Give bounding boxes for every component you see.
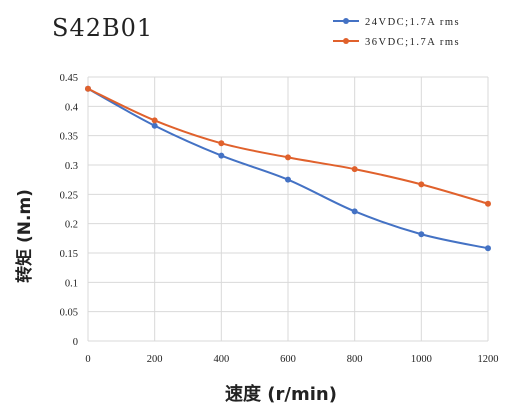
series-2-point bbox=[418, 181, 425, 188]
legend-swatch-marker bbox=[343, 18, 349, 24]
series-1-point bbox=[285, 176, 291, 183]
legend: 24VDC;1.7A rms 36VDC;1.7A rms bbox=[333, 17, 460, 48]
x-axis-ticks: 0 200 400 600 800 1000 1200 bbox=[85, 354, 498, 365]
series-2-point bbox=[485, 200, 491, 207]
y-tick-label: 0 bbox=[73, 337, 78, 348]
series-2-point bbox=[218, 140, 225, 147]
x-tick-label: 1000 bbox=[411, 354, 432, 365]
series-2-point bbox=[85, 85, 91, 92]
legend-label: 24VDC;1.7A rms bbox=[365, 17, 460, 28]
y-tick-label: 0.4 bbox=[65, 102, 79, 113]
y-tick-label: 0.25 bbox=[60, 190, 78, 201]
series-1-point bbox=[351, 208, 358, 215]
series-layer bbox=[85, 85, 491, 252]
series-2-point bbox=[285, 154, 291, 161]
y-axis-label: 转矩 (N.m) bbox=[14, 189, 35, 283]
y-tick-label: 0.35 bbox=[60, 132, 78, 143]
chart-title: S42B01 bbox=[52, 14, 153, 42]
y-axis-label-text: 转矩 (N.m) bbox=[14, 189, 35, 283]
series-2-point bbox=[151, 117, 158, 124]
y-tick-label: 0.05 bbox=[60, 308, 78, 319]
y-axis-ticks: 0 0.05 0.1 0.15 0.2 0.25 0.3 0.35 0.4 0.45 bbox=[60, 73, 79, 348]
x-tick-label: 800 bbox=[347, 354, 363, 365]
x-tick-label: 0 bbox=[85, 354, 90, 365]
y-tick-label: 0.1 bbox=[65, 278, 78, 289]
series-1-point bbox=[218, 152, 225, 159]
series-1-point bbox=[418, 231, 425, 238]
x-tick-label: 600 bbox=[280, 354, 296, 365]
x-tick-label: 1200 bbox=[478, 354, 499, 365]
x-tick-label: 400 bbox=[213, 354, 229, 365]
y-tick-label: 0.15 bbox=[60, 249, 78, 260]
series-1-point bbox=[151, 122, 158, 129]
legend-label: 36VDC;1.7A rms bbox=[365, 37, 460, 48]
legend-swatch-marker bbox=[343, 38, 349, 44]
grid bbox=[87, 76, 489, 342]
y-tick-label: 0.3 bbox=[65, 161, 78, 172]
series-1-point bbox=[485, 245, 491, 252]
x-tick-label: 200 bbox=[147, 354, 163, 365]
y-tick-label: 0.2 bbox=[65, 220, 78, 231]
series-2-point bbox=[351, 166, 358, 173]
x-axis-label: 速度 (r/min) bbox=[225, 383, 337, 405]
y-tick-label: 0.45 bbox=[60, 73, 78, 84]
